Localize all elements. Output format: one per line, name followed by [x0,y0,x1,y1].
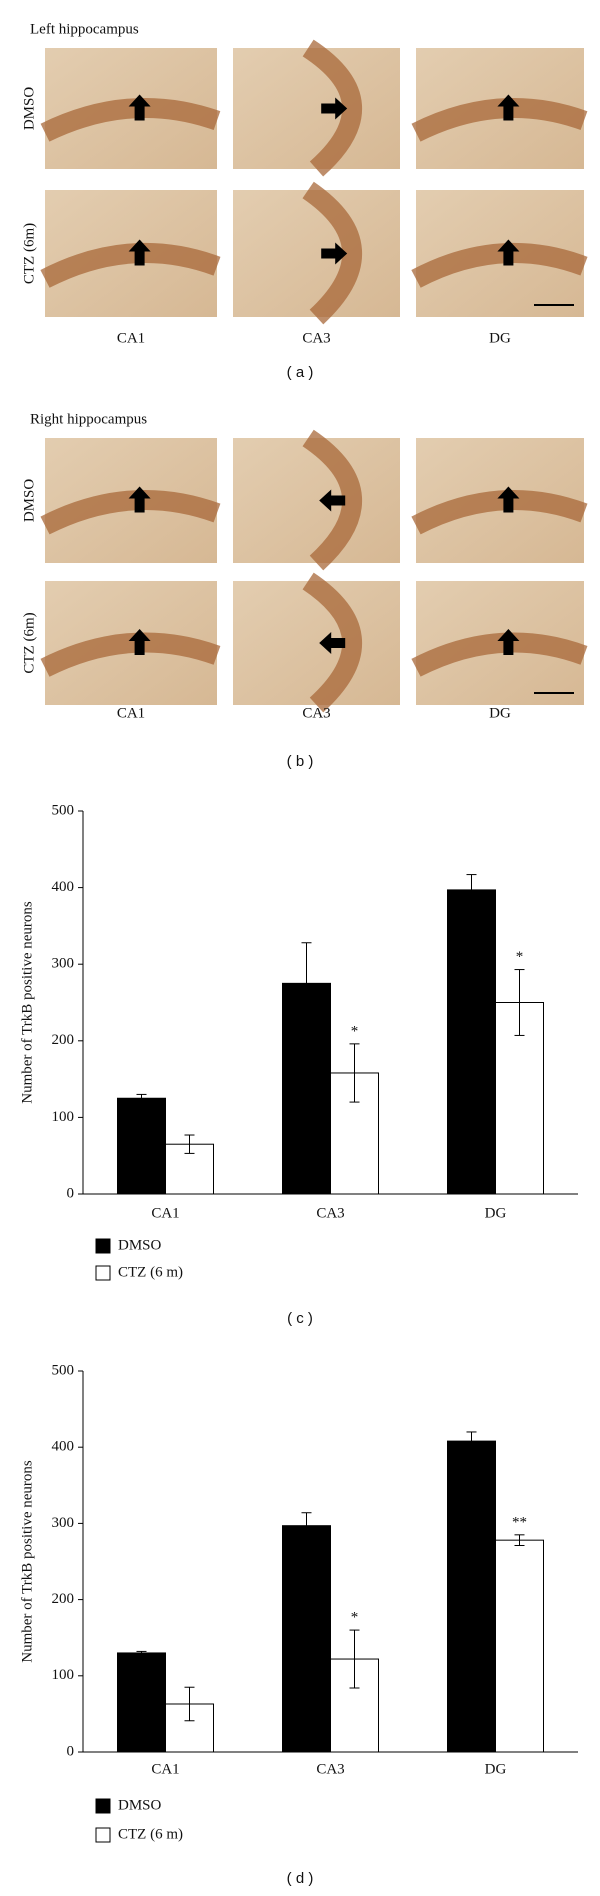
cell-layer [411,242,588,288]
panel-label: ( b ) [287,753,314,770]
column-label: CA3 [302,330,330,346]
micrograph [233,48,400,169]
legend-swatch [95,1798,111,1814]
row-label: DMSO [21,87,37,131]
error-bar [136,1650,147,1655]
micrograph [233,438,400,563]
y-tick-label: 500 [52,1362,75,1378]
micrograph [233,190,400,317]
error-bar [466,874,477,906]
arrow [128,239,151,266]
y-axis-title: Number of TrkB positive neurons [19,901,35,1104]
micrograph [233,581,400,705]
panel-label: ( a ) [287,364,314,381]
error-bar [514,969,525,1036]
error-bar [349,1043,360,1103]
bar [447,1440,496,1753]
cell-layer [302,181,362,325]
significance-mark: * [516,949,524,965]
y-tick-label: 200 [52,1032,75,1048]
bar [282,1525,331,1753]
row-label: CTZ (6m) [21,223,37,284]
legend-swatch [95,1827,111,1843]
cell-layer [411,489,588,535]
panel-label: ( c ) [287,1310,313,1327]
y-axis-title: Number of TrkB positive neurons [19,1460,35,1663]
row-label: CTZ (6m) [21,612,37,673]
arrow [497,629,520,655]
cell-layer [40,242,221,288]
panel-title: Left hippocampus [30,21,139,37]
x-tick-label: CA3 [316,1205,344,1221]
cell-layer [40,632,221,677]
significance-mark: * [351,1023,359,1039]
legend-swatch [95,1238,111,1254]
cell-layer [302,572,362,713]
bar [117,1652,166,1753]
bar [117,1097,166,1195]
column-label: DG [489,330,511,346]
column-label: CA1 [117,330,145,346]
arrow [128,94,151,121]
panel-label: ( d ) [287,1870,314,1887]
y-tick-label: 400 [52,879,75,895]
error-bar [136,1093,147,1103]
x-tick-label: CA1 [151,1205,179,1221]
column-label: DG [489,705,511,721]
bar [495,1539,544,1753]
column-label: CA1 [117,705,145,721]
cell-layer [302,429,362,571]
bar [447,889,496,1195]
y-tick-label: 300 [52,1515,75,1531]
arrow [497,239,520,266]
legend-swatch [95,1265,111,1281]
arrow [319,632,346,654]
arrow [497,486,520,513]
cell-layer [40,489,221,535]
row-label: DMSO [21,479,37,523]
significance-mark: * [351,1610,359,1626]
arrow [128,629,151,655]
cell-layer [302,39,362,177]
error-bar [514,1534,525,1546]
x-tick-label: DG [485,1205,507,1221]
significance-mark: ** [512,1514,527,1530]
panel-title: Right hippocampus [30,411,147,427]
y-tick-label: 200 [52,1591,75,1607]
y-tick-label: 100 [52,1667,75,1683]
y-tick-label: 0 [67,1185,75,1201]
arrow [128,486,151,513]
error-bar [301,1512,312,1540]
legend-label: CTZ (6 m) [118,1826,183,1842]
arrow [321,242,348,265]
x-tick-label: CA3 [316,1761,344,1777]
arrow [497,94,520,121]
error-bar [466,1431,477,1451]
arrow [321,97,348,120]
error-bar [184,1134,195,1154]
cell-layer [40,98,221,142]
x-tick-label: CA1 [151,1761,179,1777]
arrow [319,489,346,512]
legend-label: CTZ (6 m) [118,1264,183,1280]
column-label: CA3 [302,705,330,721]
legend-label: DMSO [118,1797,162,1813]
cell-layer [411,98,588,142]
y-tick-label: 300 [52,956,75,972]
error-bar [349,1629,360,1689]
y-tick-label: 0 [67,1743,75,1759]
legend-label: DMSO [118,1237,162,1253]
error-bar [301,942,312,1025]
y-tick-label: 400 [52,1439,75,1455]
cell-layer [411,632,588,677]
error-bar [184,1686,195,1722]
y-tick-label: 100 [52,1109,75,1125]
x-tick-label: DG [485,1761,507,1777]
y-tick-label: 500 [52,802,75,818]
